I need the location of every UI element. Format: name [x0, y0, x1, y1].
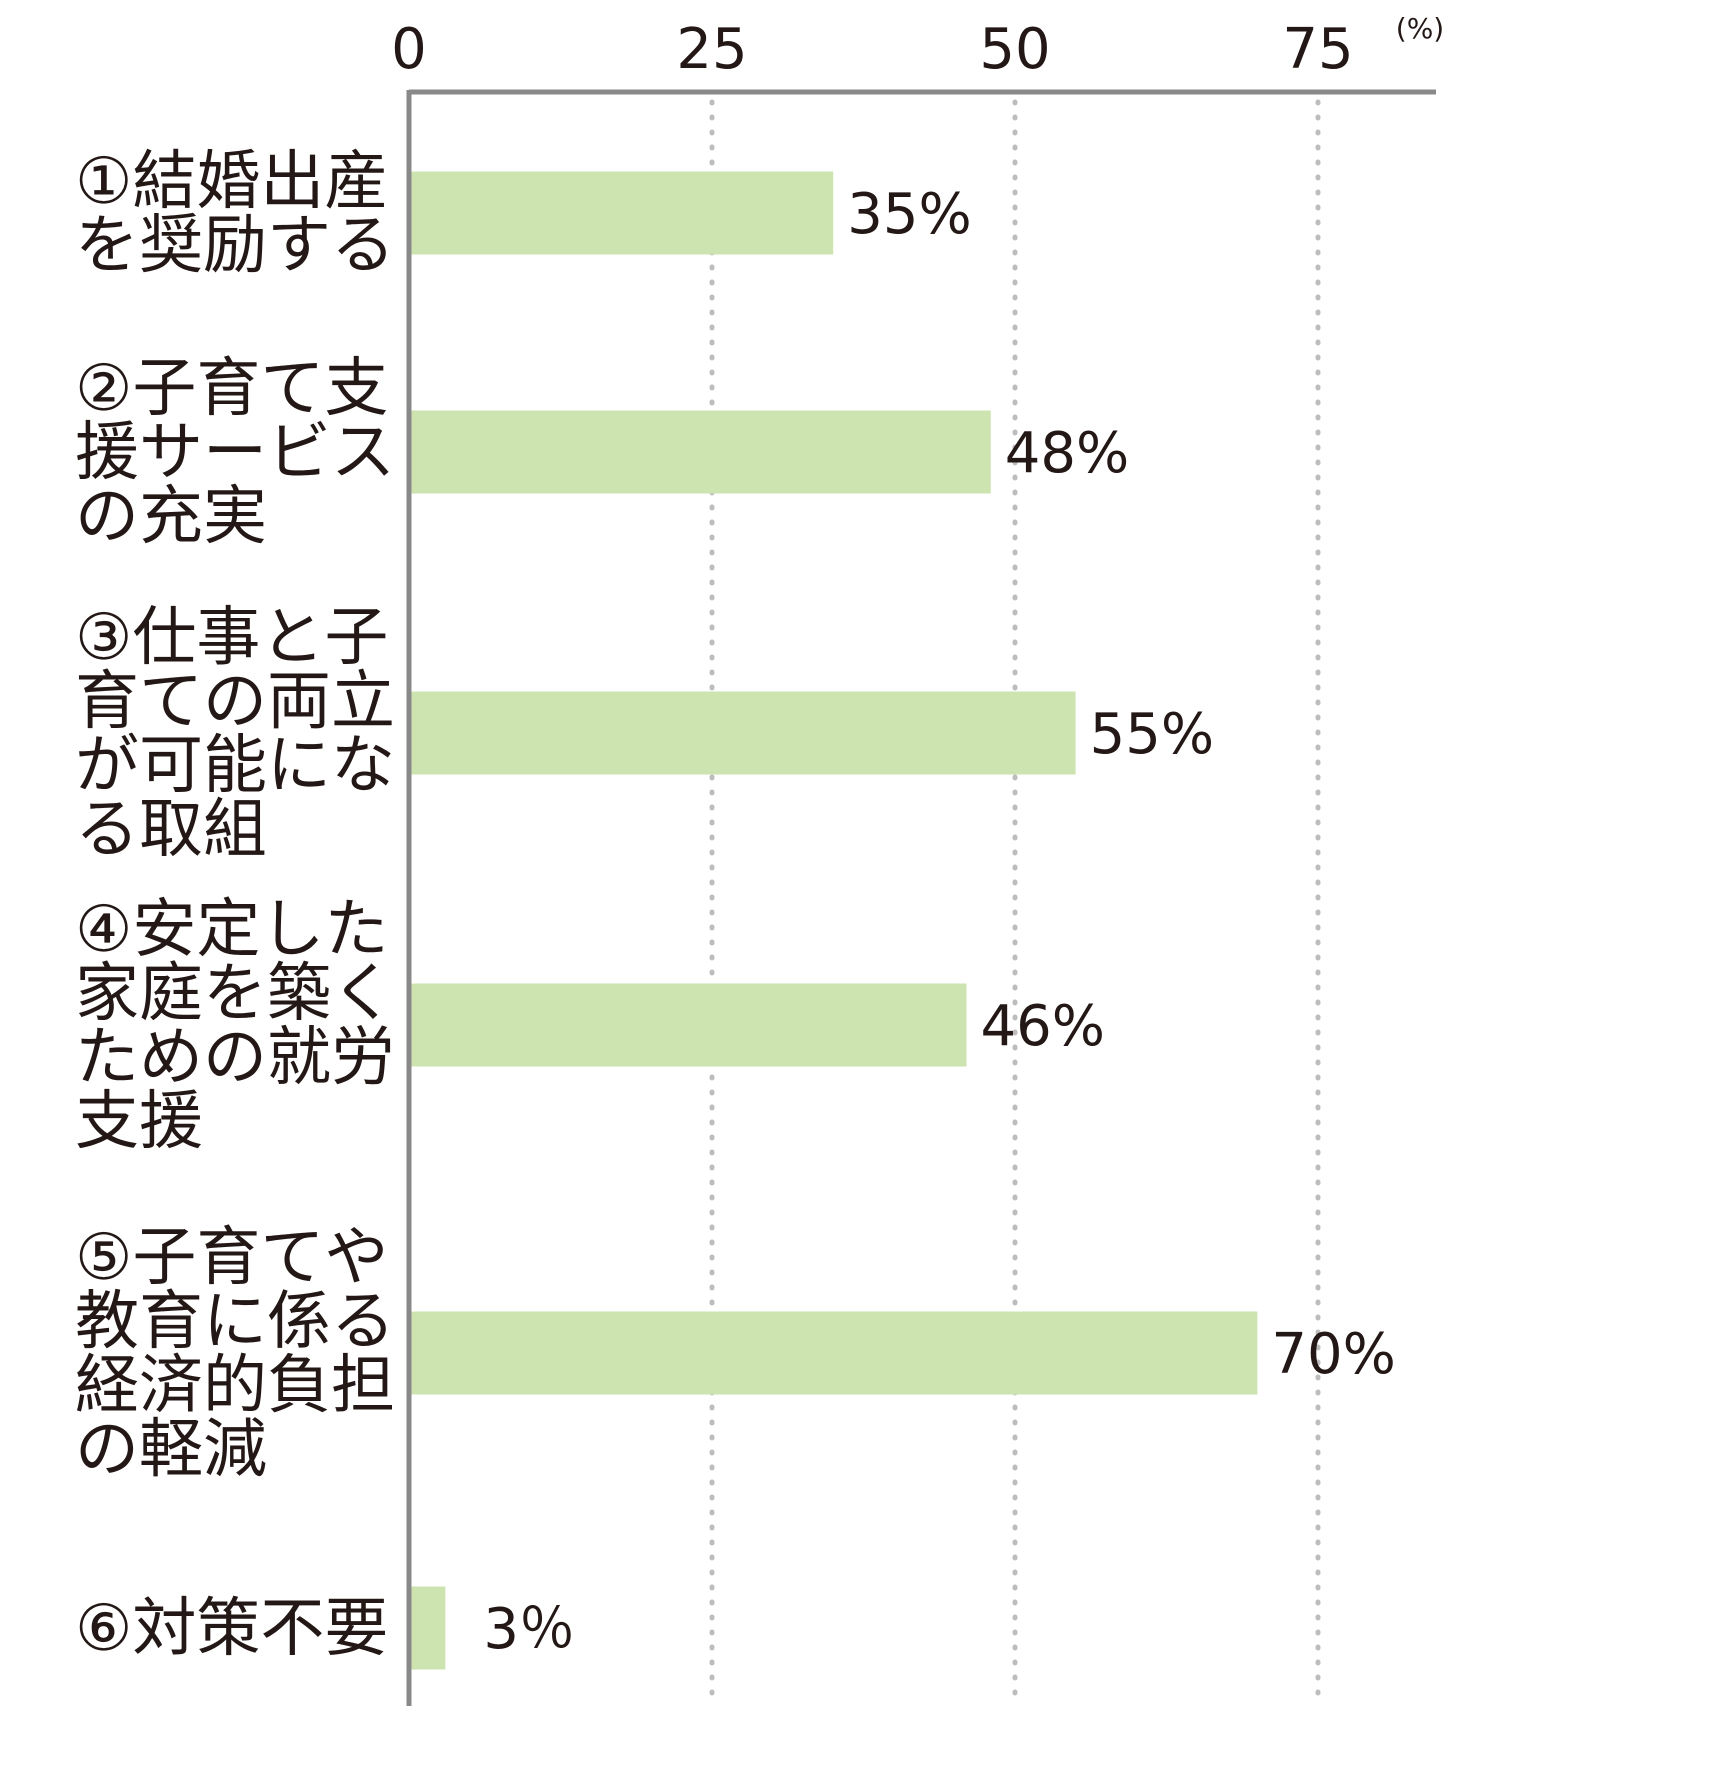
- value-label: 48%: [1005, 421, 1129, 486]
- bar-4: [409, 983, 967, 1067]
- category-label: ⑥対策不要: [75, 1592, 388, 1666]
- category-label-line: ③仕事と子: [75, 601, 388, 675]
- category-label: ⑤子育てや教育に係る経済的負担の軽減: [75, 1221, 395, 1487]
- category-label: ①結婚出産を奨励する: [75, 145, 395, 283]
- category-label-line: ④安定した: [75, 893, 388, 967]
- category-label-line: ための就労: [75, 1021, 395, 1095]
- category-label-line: 家庭を築く: [75, 957, 395, 1031]
- labels: 0 25 50 75 (%) ①結婚出産を奨励する ②子育て支援サービスの充実 ③仕事と子育て…: [75, 12, 1444, 1666]
- category-label: ②子育て支援サービスの充実: [75, 352, 395, 554]
- bar-6: [409, 1586, 446, 1670]
- category-label-line: の充実: [75, 480, 267, 554]
- gridlines: [709, 99, 1321, 1709]
- x-tick-label: 75: [1282, 17, 1353, 82]
- value-label: 35%: [847, 182, 971, 247]
- value-label: 70%: [1271, 1322, 1395, 1387]
- category-label-line: の軽減: [75, 1413, 267, 1487]
- category-label: ③仕事と子育ての両立が可能になる取組: [75, 601, 395, 867]
- category-label-line: 教育に係る: [75, 1285, 395, 1359]
- bar-2: [409, 410, 991, 494]
- category-label-line: 支援: [75, 1085, 203, 1159]
- bars: [409, 171, 1258, 1670]
- x-unit-label: (%): [1396, 12, 1444, 45]
- category-label-line: ⑥対策不要: [75, 1592, 388, 1666]
- axes: [406, 89, 1436, 1706]
- category-label: ④安定した家庭を築くための就労支援: [75, 893, 395, 1159]
- category-label-line: ②子育て支: [75, 352, 388, 426]
- category-label-line: ⑤子育てや: [75, 1221, 388, 1295]
- value-label: 55%: [1090, 702, 1214, 767]
- value-label: 46%: [981, 994, 1105, 1059]
- category-label-line: が可能にな: [75, 729, 395, 803]
- bar-1: [409, 171, 834, 255]
- category-label-line: 援サービス: [75, 416, 395, 490]
- category-label-line: 育ての両立: [75, 665, 395, 739]
- bar-5: [409, 1311, 1258, 1395]
- value-label: 3％: [483, 1597, 575, 1662]
- category-label-line: る取組: [75, 793, 267, 867]
- category-label-line: ①結婚出産: [75, 145, 388, 219]
- x-tick-label: 50: [979, 17, 1050, 82]
- x-tick-label: 25: [676, 17, 747, 82]
- x-tick-label: 0: [391, 17, 427, 82]
- bar-3: [409, 691, 1076, 775]
- category-label-line: を奨励する: [75, 209, 395, 283]
- category-label-line: 経済的負担: [75, 1349, 395, 1423]
